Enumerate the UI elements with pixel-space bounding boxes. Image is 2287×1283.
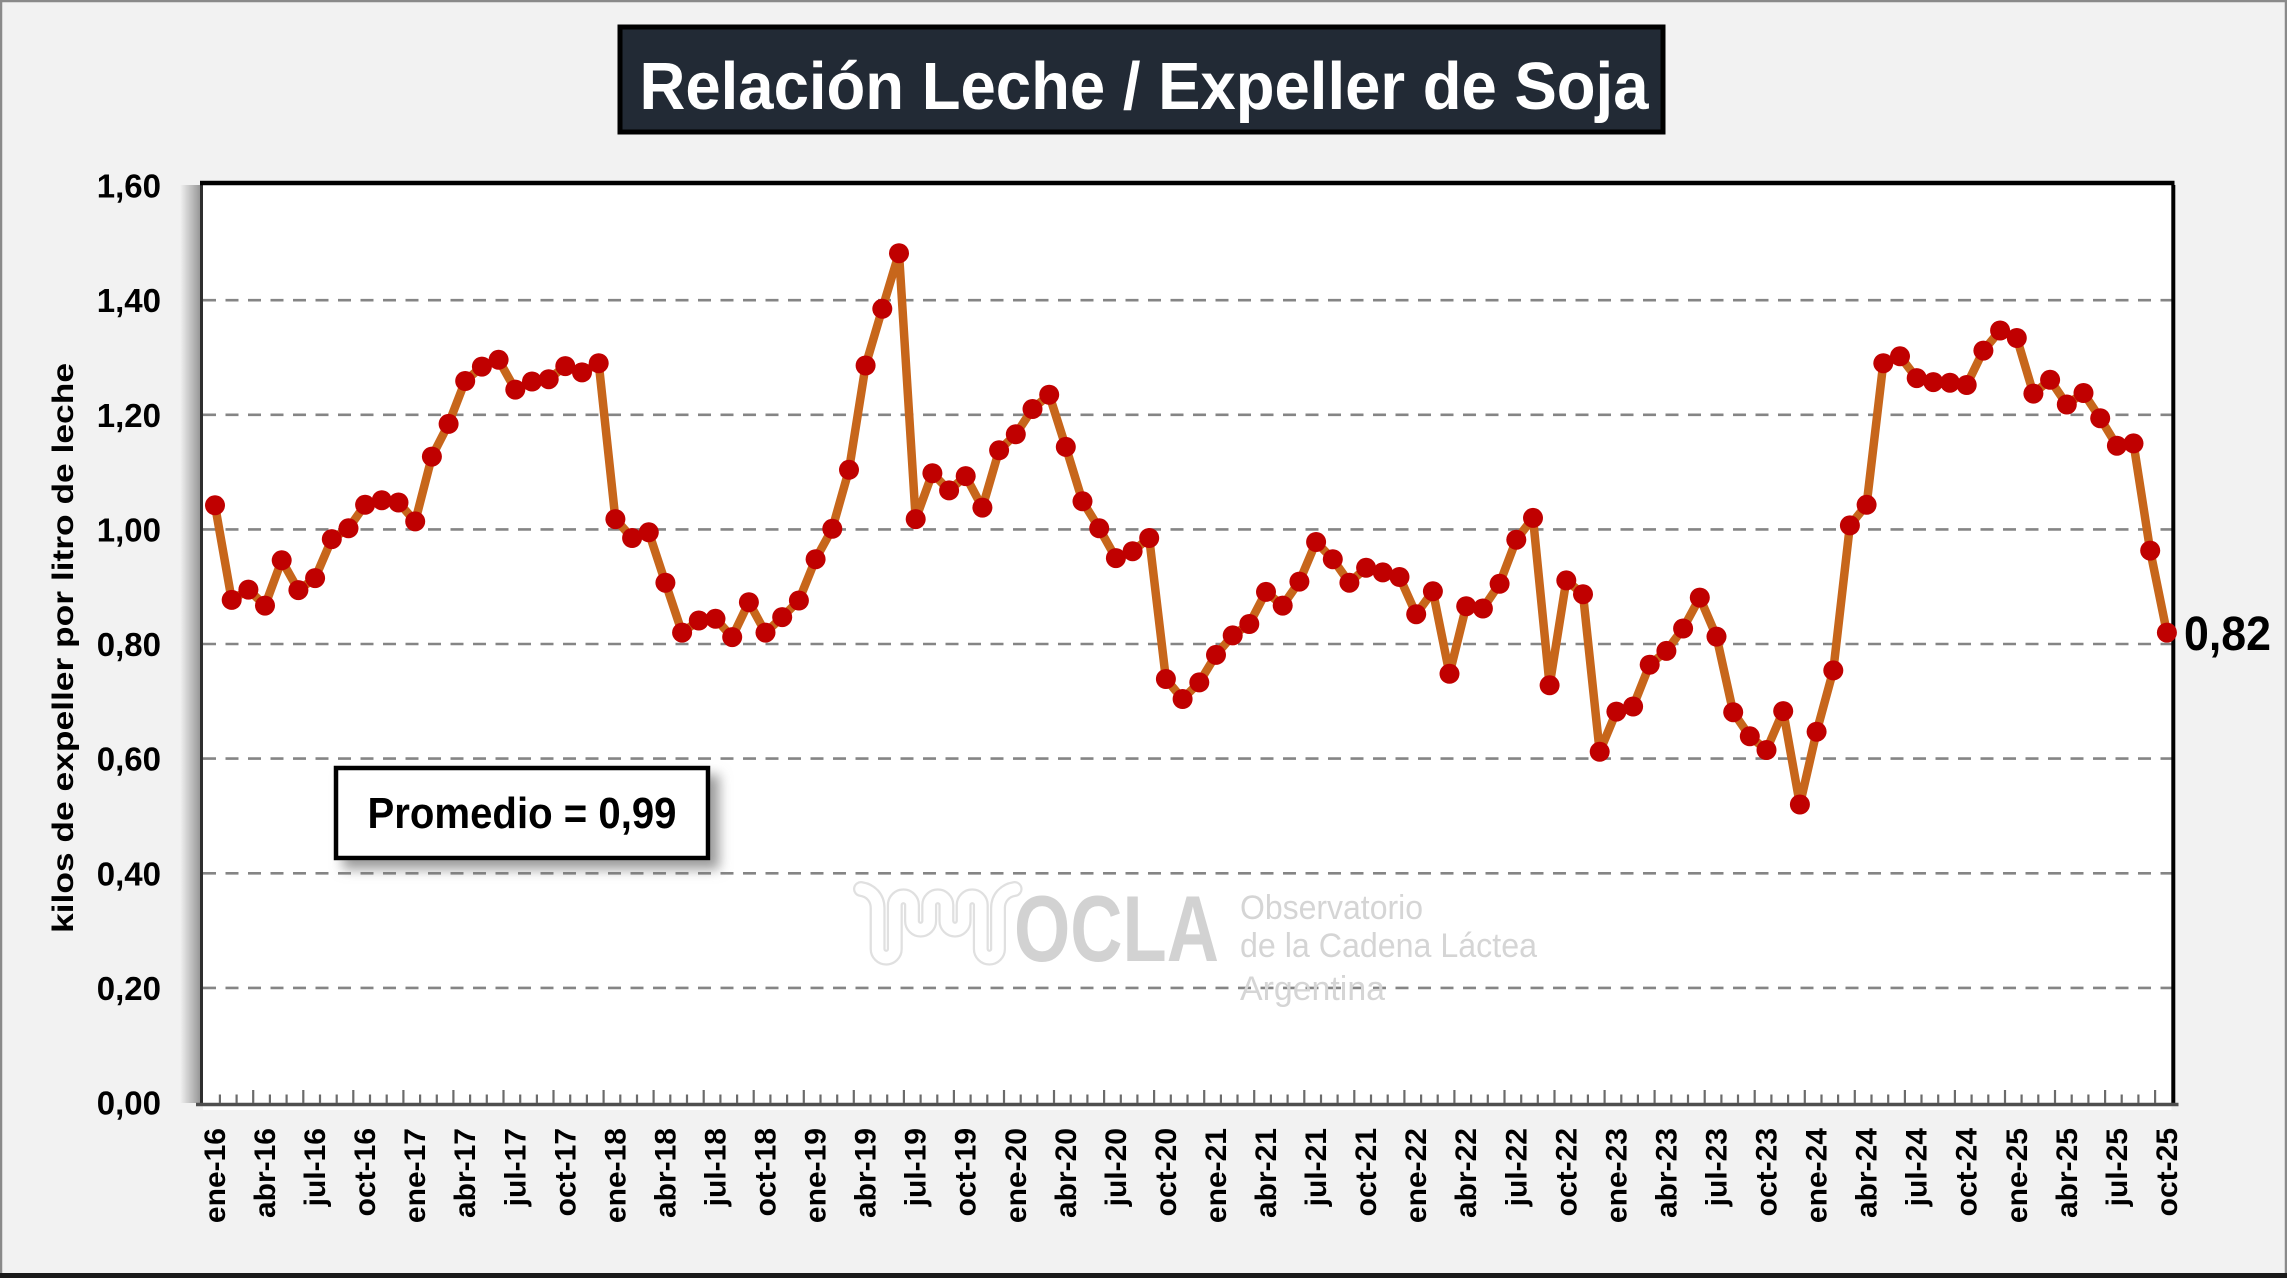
svg-text:0,82: 0,82 — [2184, 608, 2271, 661]
svg-text:ene-21: ene-21 — [1200, 1128, 1233, 1223]
svg-text:oct-25: oct-25 — [2151, 1128, 2184, 1216]
svg-text:0,80: 0,80 — [97, 626, 161, 663]
svg-text:Argentina: Argentina — [1240, 970, 1385, 1008]
svg-text:jul-23: jul-23 — [1701, 1128, 1734, 1207]
svg-text:abr-19: abr-19 — [850, 1128, 883, 1218]
svg-text:oct-20: oct-20 — [1150, 1128, 1183, 1216]
svg-text:Observatorio: Observatorio — [1240, 889, 1423, 927]
svg-text:abr-22: abr-22 — [1450, 1128, 1483, 1218]
svg-text:jul-19: jul-19 — [900, 1128, 933, 1207]
svg-text:jul-21: jul-21 — [1300, 1128, 1333, 1207]
svg-text:ene-23: ene-23 — [1600, 1128, 1633, 1223]
svg-text:ene-18: ene-18 — [599, 1128, 632, 1223]
svg-text:1,60: 1,60 — [97, 168, 161, 205]
svg-text:abr-20: abr-20 — [1050, 1128, 1083, 1218]
svg-text:Promedio = 0,99: Promedio = 0,99 — [368, 789, 677, 838]
svg-text:jul-25: jul-25 — [2101, 1128, 2134, 1207]
svg-text:jul-22: jul-22 — [1500, 1128, 1533, 1207]
svg-text:ene-19: ene-19 — [800, 1128, 833, 1223]
svg-text:jul-17: jul-17 — [499, 1128, 532, 1207]
svg-text:abr-23: abr-23 — [1650, 1128, 1683, 1218]
svg-text:jul-16: jul-16 — [299, 1128, 332, 1207]
svg-text:abr-17: abr-17 — [449, 1128, 482, 1218]
svg-text:oct-16: oct-16 — [349, 1128, 382, 1216]
svg-text:oct-21: oct-21 — [1350, 1128, 1383, 1216]
svg-text:abr-24: abr-24 — [1851, 1128, 1884, 1218]
svg-text:abr-18: abr-18 — [649, 1128, 682, 1218]
svg-text:ene-16: ene-16 — [199, 1128, 232, 1223]
svg-text:OCLA: OCLA — [1014, 876, 1219, 981]
svg-text:abr-25: abr-25 — [2051, 1128, 2084, 1218]
svg-text:ene-24: ene-24 — [1801, 1128, 1834, 1223]
svg-text:0,20: 0,20 — [97, 970, 161, 1007]
svg-text:ene-20: ene-20 — [1000, 1128, 1033, 1223]
svg-text:ene-22: ene-22 — [1400, 1128, 1433, 1223]
svg-text:de la Cadena Láctea: de la Cadena Láctea — [1240, 927, 1537, 965]
svg-text:oct-19: oct-19 — [950, 1128, 983, 1216]
svg-text:jul-20: jul-20 — [1100, 1128, 1133, 1207]
svg-text:oct-17: oct-17 — [549, 1128, 582, 1216]
svg-text:oct-22: oct-22 — [1550, 1128, 1583, 1216]
svg-text:abr-21: abr-21 — [1250, 1128, 1283, 1218]
svg-text:1,40: 1,40 — [97, 282, 161, 319]
svg-text:jul-18: jul-18 — [700, 1128, 733, 1207]
svg-text:abr-16: abr-16 — [249, 1128, 282, 1218]
svg-text:0,00: 0,00 — [97, 1085, 161, 1122]
svg-text:oct-23: oct-23 — [1751, 1128, 1784, 1216]
svg-text:0,40: 0,40 — [97, 855, 161, 892]
svg-text:ene-17: ene-17 — [399, 1128, 432, 1223]
svg-text:oct-18: oct-18 — [750, 1128, 783, 1216]
svg-text:1,20: 1,20 — [97, 397, 161, 434]
svg-text:oct-24: oct-24 — [1951, 1128, 1984, 1217]
svg-text:1,00: 1,00 — [97, 511, 161, 548]
svg-text:Relación Leche / Expeller de S: Relación Leche / Expeller de Soja — [640, 49, 1650, 124]
svg-text:0,60: 0,60 — [97, 741, 161, 778]
svg-text:ene-25: ene-25 — [2001, 1128, 2034, 1223]
svg-text:jul-24: jul-24 — [1901, 1128, 1934, 1208]
svg-text:kilos de expeller por litro de: kilos de expeller por litro de leche — [47, 363, 80, 933]
